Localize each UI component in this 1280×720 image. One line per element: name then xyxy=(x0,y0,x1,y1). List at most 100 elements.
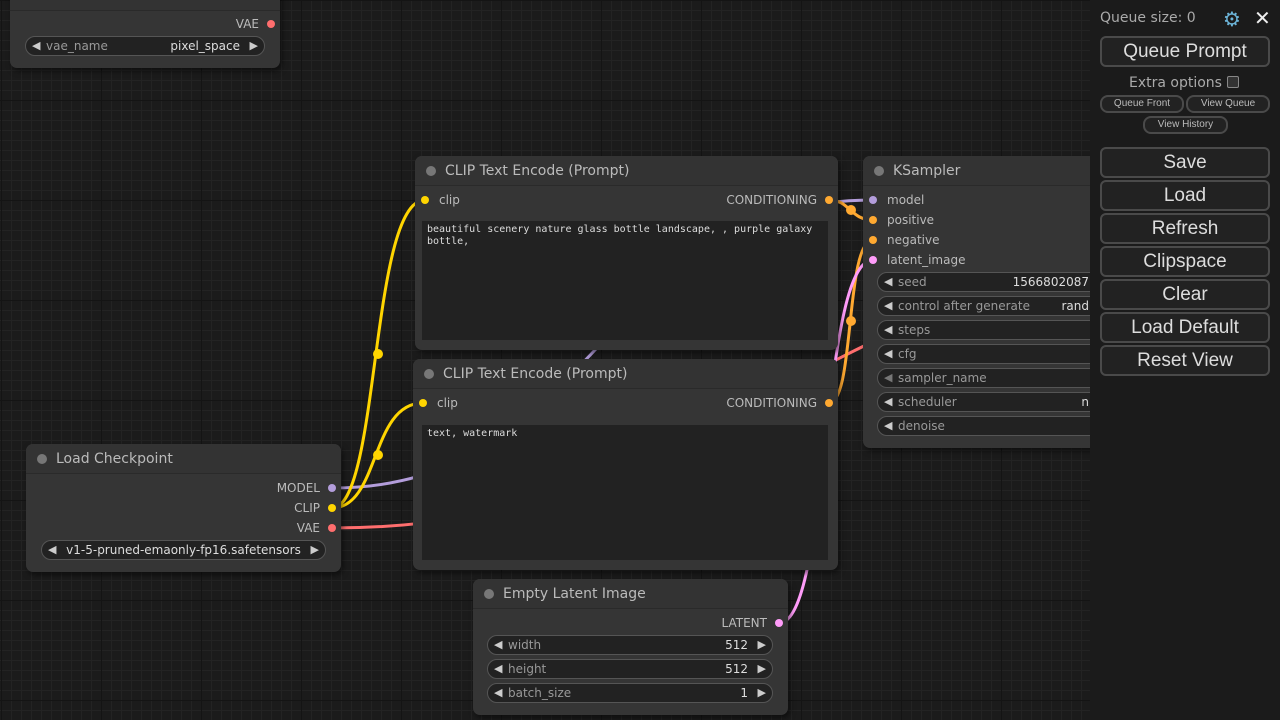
arrow-right-icon[interactable]: ▶ xyxy=(249,39,258,52)
load-default-button[interactable]: Load Default xyxy=(1100,312,1270,343)
arrow-left-icon[interactable]: ◀ xyxy=(32,39,41,52)
widget-denoise[interactable]: ◀ denoise xyxy=(877,416,1137,436)
arrow-left-icon[interactable]: ◀ xyxy=(884,347,893,360)
collapse-dot[interactable] xyxy=(484,589,494,599)
arrow-left-icon[interactable]: ◀ xyxy=(494,686,503,699)
title-text: Load Checkpoint xyxy=(56,451,173,467)
refresh-button[interactable]: Refresh xyxy=(1100,213,1270,244)
extra-options-text: Extra options xyxy=(1129,75,1222,91)
output-model[interactable]: MODEL xyxy=(277,480,336,496)
arrow-left-icon[interactable]: ◀ xyxy=(494,662,503,675)
load-button[interactable]: Load xyxy=(1100,180,1270,211)
input-latent-image[interactable]: latent_image xyxy=(869,252,965,268)
collapse-dot[interactable] xyxy=(426,166,436,176)
widget-batch-size[interactable]: ◀ batch_size 1 ▶ xyxy=(487,683,773,703)
node-title: Load Checkpoint xyxy=(26,444,341,474)
arrow-left-icon[interactable]: ◀ xyxy=(884,371,893,384)
node-ksampler[interactable]: KSampler model positive negative latent_… xyxy=(863,156,1137,448)
output-latent[interactable]: LATENT xyxy=(722,615,783,631)
slot-dot xyxy=(328,524,336,532)
slot-label: negative xyxy=(887,233,940,247)
widget-height[interactable]: ◀ height 512 ▶ xyxy=(487,659,773,679)
collapse-dot[interactable] xyxy=(874,166,884,176)
slot-label: VAE xyxy=(296,521,320,535)
node-title: KSampler xyxy=(863,156,1123,186)
slot-label: positive xyxy=(887,213,935,227)
widget-value: 1566802087 xyxy=(1012,275,1089,289)
close-icon[interactable]: ✕ xyxy=(1254,6,1271,30)
clipspace-button[interactable]: Clipspace xyxy=(1100,246,1270,277)
arrow-left-icon[interactable]: ◀ xyxy=(884,419,893,432)
slot-dot xyxy=(869,196,877,204)
widget-label: denoise xyxy=(898,419,945,433)
collapse-dot[interactable] xyxy=(37,454,47,464)
arrow-left-icon[interactable]: ◀ xyxy=(884,323,893,336)
widget-vae-name[interactable]: ◀ vae_name pixel_space ▶ xyxy=(25,36,265,56)
widget-label: height xyxy=(508,662,547,676)
node-load-checkpoint[interactable]: Load Checkpoint MODEL CLIP VAE ◀ v1-5-pru… xyxy=(26,444,341,572)
widget-width[interactable]: ◀ width 512 ▶ xyxy=(487,635,773,655)
output-conditioning[interactable]: CONDITIONING xyxy=(726,192,833,208)
output-clip[interactable]: CLIP xyxy=(294,500,336,516)
input-negative[interactable]: negative xyxy=(869,232,939,248)
widget-value: n xyxy=(1081,395,1089,409)
arrow-left-icon[interactable]: ◀ xyxy=(884,275,893,288)
node-empty-latent-image[interactable]: Empty Latent Image LATENT ◀ width 512 ▶ ◀ he… xyxy=(473,579,788,715)
input-clip[interactable]: clip xyxy=(421,192,460,208)
slot-label: clip xyxy=(439,193,460,207)
slot-dot xyxy=(421,196,429,204)
arrow-left-icon[interactable]: ◀ xyxy=(884,395,893,408)
widget-value: rand xyxy=(1061,299,1089,313)
widget-seed[interactable]: ◀ seed 1566802087 xyxy=(877,272,1137,292)
widget-label: scheduler xyxy=(898,395,957,409)
node-clip-text-encode-negative[interactable]: CLIP Text Encode (Prompt) clip CONDITION… xyxy=(413,359,838,570)
extra-options-checkbox[interactable] xyxy=(1227,76,1239,88)
widget-label: seed xyxy=(898,275,927,289)
side-menu: Queue size: 0 ⚙ ✕ Queue Prompt Extra opt… xyxy=(1090,0,1280,720)
output-vae[interactable]: VAE xyxy=(297,520,336,536)
node-clip-text-encode-positive[interactable]: CLIP Text Encode (Prompt) clip CONDITION… xyxy=(415,156,838,350)
widget-value: 512 xyxy=(725,662,748,676)
arrow-right-icon[interactable]: ▶ xyxy=(310,543,319,556)
arrow-right-icon[interactable]: ▶ xyxy=(757,686,766,699)
arrow-left-icon[interactable]: ◀ xyxy=(48,543,57,556)
slot-dot xyxy=(869,216,877,224)
input-clip[interactable]: clip xyxy=(419,395,458,411)
output-conditioning[interactable]: CONDITIONING xyxy=(726,395,833,411)
extra-options-label: Extra options xyxy=(1129,75,1222,91)
input-positive[interactable]: positive xyxy=(869,212,934,228)
widget-sampler-name[interactable]: ◀ sampler_name xyxy=(877,368,1137,388)
arrow-left-icon[interactable]: ◀ xyxy=(884,299,893,312)
view-queue-button[interactable]: View Queue xyxy=(1186,95,1270,113)
arrow-left-icon[interactable]: ◀ xyxy=(494,638,503,651)
node-title: CLIP Text Encode (Prompt) xyxy=(413,359,838,389)
widget-label: sampler_name xyxy=(898,371,987,385)
settings-gear-icon[interactable]: ⚙ xyxy=(1223,7,1241,31)
widget-cfg[interactable]: ◀ cfg xyxy=(877,344,1137,364)
node-title: Empty Latent Image xyxy=(473,579,788,609)
queue-size: Queue size: 0 xyxy=(1100,10,1196,26)
widget-label: batch_size xyxy=(508,686,572,700)
widget-control-after-generate[interactable]: ◀ control after generate rand xyxy=(877,296,1137,316)
widget-scheduler[interactable]: ◀ scheduler n xyxy=(877,392,1137,412)
save-button[interactable]: Save xyxy=(1100,147,1270,178)
output-vae[interactable]: VAE xyxy=(236,16,275,32)
reset-view-button[interactable]: Reset View xyxy=(1100,345,1270,376)
prompt-textarea[interactable]: text, watermark xyxy=(422,425,828,560)
widget-steps[interactable]: ◀ steps xyxy=(877,320,1137,340)
prompt-textarea[interactable]: beautiful scenery nature glass bottle la… xyxy=(422,221,828,340)
queue-prompt-button[interactable]: Queue Prompt xyxy=(1100,36,1270,67)
slot-label: MODEL xyxy=(276,481,320,495)
collapse-dot[interactable] xyxy=(424,369,434,379)
widget-value: 512 xyxy=(725,638,748,652)
widget-label: steps xyxy=(898,323,931,337)
clear-button[interactable]: Clear xyxy=(1100,279,1270,310)
node-vae-loader[interactable]: VAE ◀ vae_name pixel_space ▶ xyxy=(10,0,280,68)
arrow-right-icon[interactable]: ▶ xyxy=(757,638,766,651)
widget-ckpt-name[interactable]: ◀ v1-5-pruned-emaonly-fp16.safetensors ▶ xyxy=(41,540,326,560)
input-model[interactable]: model xyxy=(869,192,924,208)
queue-front-button[interactable]: Queue Front xyxy=(1100,95,1184,113)
arrow-right-icon[interactable]: ▶ xyxy=(757,662,766,675)
view-history-button[interactable]: View History xyxy=(1143,116,1228,134)
slot-dot xyxy=(869,236,877,244)
